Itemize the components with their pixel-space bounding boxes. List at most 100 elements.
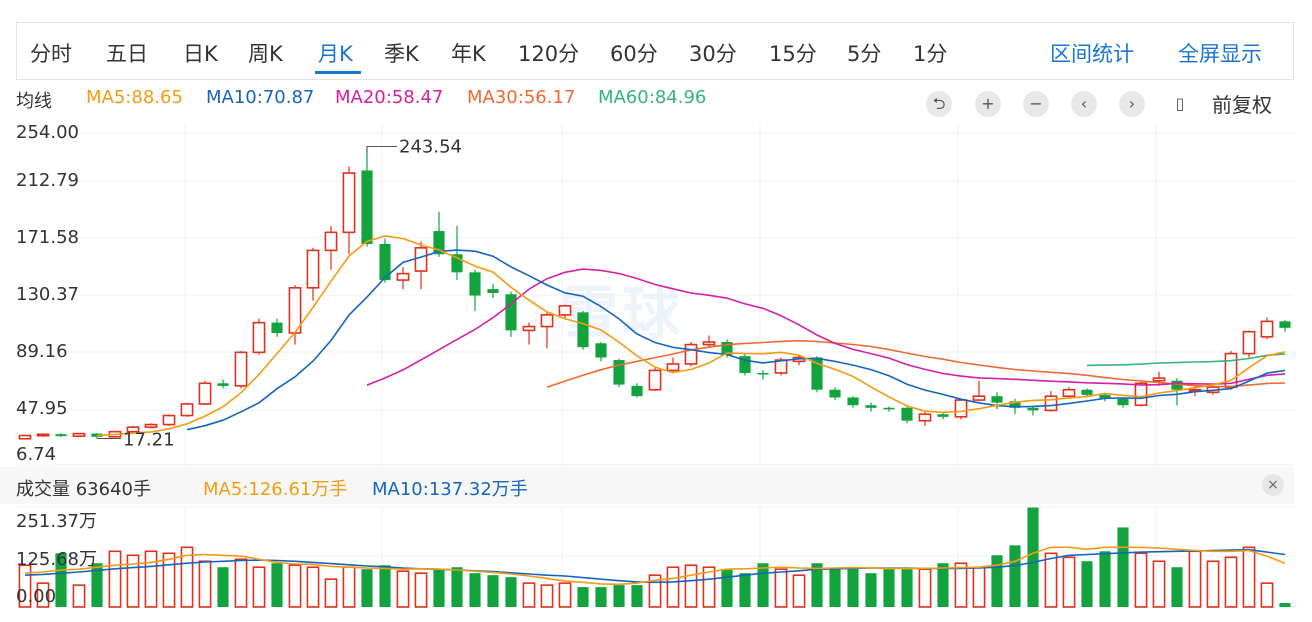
volume-bar: [1260, 582, 1274, 608]
volume-bar: [198, 560, 212, 608]
interval-stats-button[interactable]: 区间统计: [1050, 42, 1134, 66]
volume-bar: [613, 585, 625, 607]
candle: [684, 343, 698, 365]
candle: [811, 357, 823, 390]
volume-bar: [55, 553, 67, 607]
candle: [180, 403, 194, 417]
price-adjust-selector[interactable]: 前复权: [1212, 93, 1272, 117]
max-price-label: 243.54: [399, 136, 462, 157]
candle: [396, 272, 410, 281]
volume-bar: [234, 558, 248, 608]
candle: [162, 414, 176, 426]
volume-bar: [1081, 561, 1093, 607]
candle: [414, 247, 428, 272]
volume-bar: [918, 568, 932, 608]
ma10-legend: MA10:70.87: [206, 87, 315, 108]
undo-icon[interactable]: ⮌: [926, 91, 952, 117]
fullscreen-button[interactable]: 全屏显示: [1178, 42, 1262, 66]
tab-120min[interactable]: 120分: [518, 42, 580, 66]
volume-y-tick-label: 0.00: [16, 586, 57, 607]
volume-bar: [108, 550, 122, 608]
volume-bar: [487, 575, 499, 607]
volume-bar: [469, 573, 481, 607]
volume-bar: [648, 574, 662, 608]
volume-bar: [540, 584, 554, 608]
candle: [1152, 377, 1166, 382]
tab-yearly-k[interactable]: 年K: [451, 42, 486, 66]
next-arrow-icon[interactable]: ›: [1119, 91, 1145, 117]
chart-annotations: 243.54 17.21: [97, 136, 462, 450]
tab-60min[interactable]: 60分: [610, 42, 658, 66]
volume-ma10-legend: MA10:137.32万手: [372, 479, 528, 500]
candle: [144, 423, 158, 428]
volume-bar: [1188, 550, 1202, 608]
volume-bar: [180, 546, 194, 608]
ma20-line: [366, 268, 1286, 386]
volume-bar: [1062, 556, 1076, 608]
candle: [648, 369, 662, 391]
volume-bar: [739, 573, 751, 607]
volume-bar: [379, 565, 391, 607]
volume-bar: [1027, 507, 1039, 607]
candle: [379, 243, 391, 281]
candle: [72, 432, 86, 437]
candle: [991, 396, 1003, 403]
tab-15min[interactable]: 15分: [769, 42, 817, 66]
tab-weekly-k[interactable]: 周K: [248, 42, 283, 66]
prev-arrow-icon[interactable]: ‹: [1071, 91, 1097, 117]
volume-bar: [451, 567, 463, 607]
candle: [972, 395, 986, 401]
candle: [18, 434, 32, 440]
tab-monthly-k[interactable]: 月K: [318, 42, 353, 66]
candle: [577, 312, 589, 348]
candle: [1062, 388, 1076, 397]
volume-bar: [433, 569, 445, 607]
candle: [631, 385, 643, 397]
tab-five-day[interactable]: 五日: [106, 42, 148, 66]
zoom-out-icon[interactable]: −: [1023, 91, 1049, 117]
volume-bar: [631, 585, 643, 607]
tab-30min[interactable]: 30分: [689, 42, 737, 66]
volume-ma-lines: [24, 546, 1286, 586]
tab-daily-k[interactable]: 日K: [183, 42, 218, 66]
candle: [271, 322, 283, 333]
ma30-legend: MA30:56.17: [467, 87, 576, 108]
candle: [469, 272, 481, 296]
volume-header: [0, 467, 1294, 504]
candle: [540, 314, 554, 328]
candle: [217, 383, 229, 386]
candle: [55, 434, 67, 437]
candle: [1134, 382, 1148, 407]
y-tick-label: 212.79: [16, 170, 79, 191]
candle: [522, 325, 536, 332]
candle: [1171, 380, 1183, 390]
volume-bar: [342, 566, 356, 608]
candle: [1242, 330, 1256, 355]
volume-bar: [505, 577, 517, 607]
zoom-in-icon[interactable]: +: [975, 91, 1001, 117]
candle: [1081, 389, 1093, 395]
close-volume-icon[interactable]: ×: [1262, 474, 1284, 496]
candle: [865, 405, 877, 408]
ma60-legend: MA60:84.96: [598, 87, 707, 108]
vol-ma10-line: [24, 548, 1286, 584]
candle: [829, 389, 841, 398]
volume-bar: [972, 566, 986, 608]
volume-bar: [361, 569, 373, 607]
candle: [1117, 398, 1129, 406]
candle: [721, 342, 733, 355]
volume-bar: [1117, 527, 1129, 607]
volume-bar: [396, 570, 410, 608]
tab-5min[interactable]: 5分: [847, 42, 882, 66]
volume-bar: [774, 568, 788, 608]
volume-bar: [1224, 556, 1238, 608]
volume-bar: [883, 569, 895, 607]
candle-style-icon[interactable]: ▯: [1175, 94, 1185, 113]
volume-bar: [595, 587, 607, 607]
tab-timeshare[interactable]: 分时: [30, 42, 72, 66]
volume-bar: [954, 562, 968, 608]
y-tick-label: 171.58: [16, 227, 79, 248]
tab-1min[interactable]: 1分: [913, 42, 948, 66]
tab-quarterly-k[interactable]: 季K: [384, 42, 419, 66]
